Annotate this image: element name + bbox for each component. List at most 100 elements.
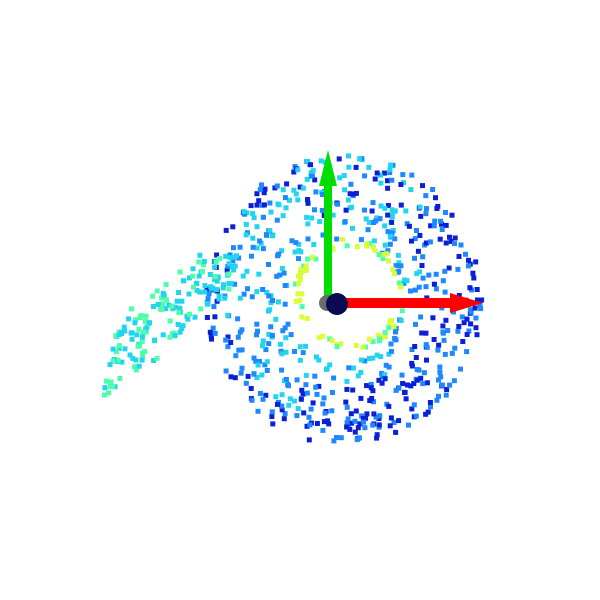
cloud-point	[419, 330, 425, 336]
cloud-point	[274, 217, 280, 223]
cloud-point	[415, 248, 421, 254]
cloud-point	[350, 387, 356, 393]
lobe-point	[199, 269, 205, 274]
cloud-point	[436, 342, 442, 348]
ring-point	[309, 254, 315, 260]
cloud-point	[358, 395, 364, 401]
cloud-point	[274, 183, 280, 189]
cloud-point	[266, 262, 271, 267]
cloud-point	[283, 205, 289, 211]
cloud-point	[366, 219, 372, 225]
cloud-point	[282, 411, 288, 417]
lobe-point	[198, 306, 204, 312]
cloud-point	[466, 257, 471, 263]
cloud-point	[210, 325, 216, 331]
cloud-point	[347, 191, 353, 197]
cloud-point	[253, 358, 259, 364]
cloud-point	[385, 203, 391, 208]
cloud-point	[389, 230, 395, 236]
cloud-point	[285, 321, 291, 327]
cloud-point	[305, 200, 311, 206]
ring-point	[297, 298, 303, 303]
cloud-point	[416, 367, 422, 373]
lobe-point	[214, 287, 220, 292]
lobe-point	[163, 306, 169, 312]
cloud-point	[473, 315, 479, 321]
ring-point	[375, 332, 381, 338]
cloud-point	[308, 162, 313, 168]
cloud-point	[449, 212, 455, 218]
cloud-point	[445, 328, 451, 333]
cloud-point	[440, 323, 446, 329]
cloud-point	[262, 362, 268, 368]
cloud-point	[266, 293, 272, 299]
lobe-point	[166, 302, 172, 308]
cloud-point	[396, 385, 402, 391]
ring-point	[382, 330, 388, 335]
cloud-point	[288, 332, 294, 338]
lobe-point	[160, 332, 166, 338]
cloud-point	[223, 227, 229, 233]
lobe-point	[217, 256, 223, 261]
cloud-point	[473, 259, 479, 265]
cloud-point	[325, 418, 330, 424]
cloud-point	[409, 347, 415, 352]
cloud-point	[418, 213, 424, 219]
cloud-point	[430, 315, 436, 321]
cloud-point	[358, 357, 364, 363]
cloud-point	[443, 392, 449, 398]
cloud-point	[460, 339, 466, 344]
cloud-point	[423, 342, 429, 348]
cloud-point	[248, 203, 254, 209]
cloud-point	[393, 329, 398, 335]
lobe-point	[159, 295, 165, 301]
lobe-point	[187, 311, 192, 317]
lobe-point	[143, 326, 149, 332]
cloud-point	[224, 267, 230, 273]
cloud-point	[249, 397, 255, 403]
cloud-point	[478, 306, 484, 312]
cloud-point	[442, 268, 448, 274]
lobe-point	[107, 362, 113, 368]
cloud-point	[447, 382, 453, 388]
cloud-point	[329, 408, 335, 414]
cloud-point	[381, 170, 387, 176]
lobe-point	[197, 289, 203, 295]
cloud-point	[298, 396, 304, 402]
lobe-point	[190, 266, 196, 272]
cloud-point	[225, 312, 231, 318]
cloud-point	[244, 268, 250, 274]
cloud-point	[251, 355, 257, 361]
cloud-point	[282, 325, 288, 331]
lobe-point	[137, 343, 142, 349]
cloud-point	[254, 289, 260, 295]
cloud-point	[430, 187, 436, 192]
cloud-point	[262, 186, 268, 192]
cloud-point	[427, 239, 433, 245]
cloud-point	[412, 287, 418, 293]
cloud-point	[281, 416, 287, 422]
cloud-point	[431, 337, 437, 342]
cloud-point	[241, 291, 247, 297]
lobe-point	[196, 259, 202, 265]
cloud-point	[366, 164, 372, 170]
cloud-point	[398, 182, 404, 187]
cloud-point	[257, 391, 263, 396]
cloud-point	[389, 177, 395, 183]
lobe-point	[136, 326, 142, 332]
cloud-point	[409, 363, 415, 369]
cloud-point	[254, 224, 260, 230]
lobe-point	[226, 286, 232, 292]
cloud-point	[382, 376, 388, 382]
cloud-point	[259, 182, 264, 188]
ring-point	[327, 336, 333, 342]
cloud-point	[279, 351, 285, 357]
lobe-point	[113, 349, 119, 355]
cloud-point	[237, 329, 243, 335]
cloud-point	[264, 368, 270, 373]
cloud-point	[352, 429, 358, 435]
cloud-point	[283, 349, 289, 355]
cloud-point	[412, 344, 418, 349]
